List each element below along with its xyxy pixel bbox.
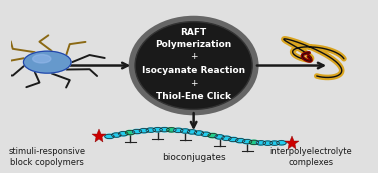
Circle shape: [277, 141, 286, 145]
Circle shape: [249, 140, 259, 145]
Circle shape: [208, 133, 217, 138]
Circle shape: [201, 132, 211, 136]
Circle shape: [112, 133, 121, 137]
Circle shape: [235, 138, 245, 143]
Circle shape: [270, 141, 279, 145]
Text: interpolyelectrolyte
complexes: interpolyelectrolyte complexes: [270, 147, 352, 167]
Circle shape: [194, 131, 204, 135]
Text: stimuli-responsive
block copolymers: stimuli-responsive block copolymers: [9, 147, 86, 167]
Text: +: +: [190, 79, 197, 88]
Text: Thiol-Ene Click: Thiol-Ene Click: [156, 92, 231, 101]
Circle shape: [33, 54, 51, 63]
Circle shape: [263, 141, 273, 145]
Text: Polymerization: Polymerization: [155, 40, 232, 49]
Text: Isocyanate Reaction: Isocyanate Reaction: [142, 66, 245, 75]
Circle shape: [180, 129, 190, 133]
Circle shape: [118, 132, 128, 136]
Circle shape: [153, 128, 163, 132]
Circle shape: [256, 141, 266, 145]
Circle shape: [222, 136, 231, 140]
Ellipse shape: [135, 22, 252, 109]
Circle shape: [187, 130, 197, 134]
Text: +: +: [190, 52, 197, 61]
Circle shape: [105, 134, 114, 139]
Circle shape: [167, 128, 176, 132]
Circle shape: [242, 139, 252, 144]
Circle shape: [125, 130, 135, 135]
Circle shape: [146, 128, 155, 132]
Circle shape: [160, 128, 169, 132]
Circle shape: [215, 135, 224, 139]
Circle shape: [23, 51, 71, 73]
Text: RAFT: RAFT: [181, 28, 207, 37]
Circle shape: [139, 129, 149, 133]
Text: bioconjugates: bioconjugates: [162, 153, 225, 162]
Circle shape: [174, 128, 183, 133]
Circle shape: [132, 129, 142, 134]
Ellipse shape: [129, 16, 259, 115]
Circle shape: [229, 137, 238, 142]
